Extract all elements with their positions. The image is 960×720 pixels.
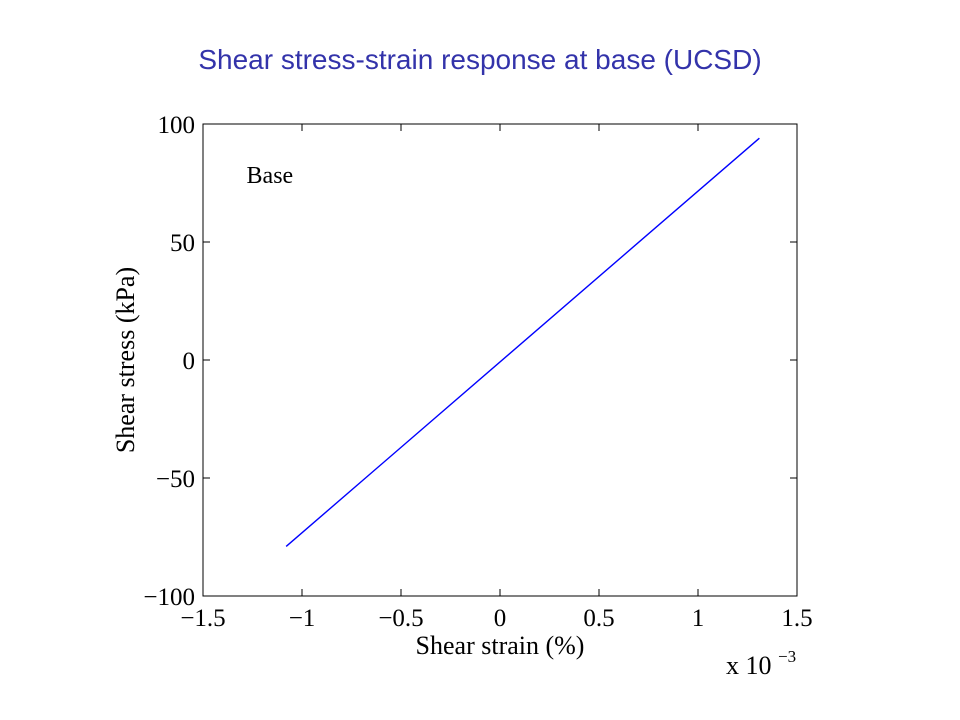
base-annotation: Base: [247, 163, 294, 189]
x-tick-label: 0: [494, 605, 507, 632]
series-line: [285, 137, 760, 547]
x-tick-labels: −1.5 −1 −0.5 0 0.5 1 1.5: [180, 605, 812, 632]
y-tick-label: 50: [170, 230, 195, 257]
x-axis-multiplier: x 10 −3: [726, 647, 796, 680]
x-axis-multiplier-exponent: −3: [778, 647, 796, 666]
y-tick-label: −50: [156, 466, 195, 493]
x-tick-label: 0.5: [583, 605, 614, 632]
x-tick-label: −1: [289, 605, 316, 632]
x-axis-label: Shear strain (%): [416, 631, 585, 660]
y-tick-labels: −100 −50 0 50 100: [143, 112, 195, 611]
plot-frame: [202, 123, 798, 597]
x-tick-label: −0.5: [378, 605, 423, 632]
x-tick-label: −1.5: [180, 605, 225, 632]
y-axis-label: Shear stress (kPa): [111, 267, 140, 453]
y-tick-label: 0: [183, 348, 196, 375]
x-tick-label: 1: [692, 605, 705, 632]
slide-title: Shear stress-strain response at base (UC…: [198, 44, 762, 75]
x-tick-label: 1.5: [781, 605, 812, 632]
tick-marks: [202, 123, 798, 597]
y-tick-label: 100: [158, 112, 196, 139]
y-tick-label: −100: [143, 584, 195, 611]
series-layer: [285, 137, 760, 547]
x-axis-multiplier-base: x 10: [726, 651, 772, 680]
